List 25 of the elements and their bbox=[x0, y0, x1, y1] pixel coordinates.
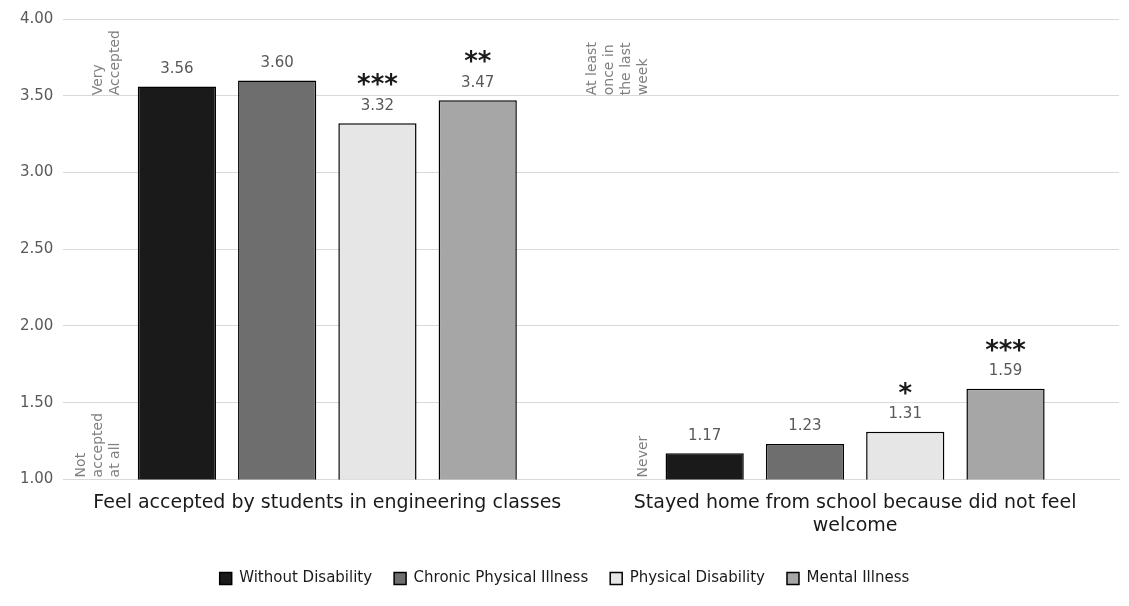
legend-label: Without Disability bbox=[239, 568, 373, 587]
data-label: 3.56 bbox=[160, 58, 194, 77]
data-label: 1.23 bbox=[788, 416, 822, 435]
x-tick-label: Feel accepted by students in engineering classes bbox=[93, 489, 562, 512]
data-label: 3.32 bbox=[360, 95, 395, 114]
annotation: At least once in the last week bbox=[583, 41, 651, 96]
legend-label: Physical Disability bbox=[629, 568, 766, 587]
annotation: Not accepted at all bbox=[72, 412, 123, 478]
annotation: Very Accepted bbox=[89, 30, 123, 96]
data-label: 3.60 bbox=[260, 52, 294, 71]
data-label: 3.47 bbox=[461, 72, 495, 91]
y-tick-label: 1.50 bbox=[19, 392, 54, 411]
y-tick-label: 3.00 bbox=[19, 162, 54, 181]
data-label: 1.31 bbox=[888, 404, 922, 423]
annotation: Never bbox=[634, 435, 651, 478]
legend-label: Mental Illness bbox=[806, 568, 910, 587]
legend-label: Chronic Physical Illness bbox=[413, 568, 589, 587]
x-tick-label: Stayed home from school because did not feel welcome bbox=[633, 489, 1077, 535]
data-label: 1.17 bbox=[687, 425, 722, 444]
y-tick-label: 3.50 bbox=[19, 85, 54, 104]
y-tick-label: 1.00 bbox=[19, 469, 54, 488]
y-tick-label: 2.00 bbox=[19, 315, 54, 334]
data-label: 1.59 bbox=[988, 361, 1023, 380]
y-tick-label: 4.00 bbox=[19, 8, 54, 27]
y-tick-label: 2.50 bbox=[19, 239, 54, 258]
